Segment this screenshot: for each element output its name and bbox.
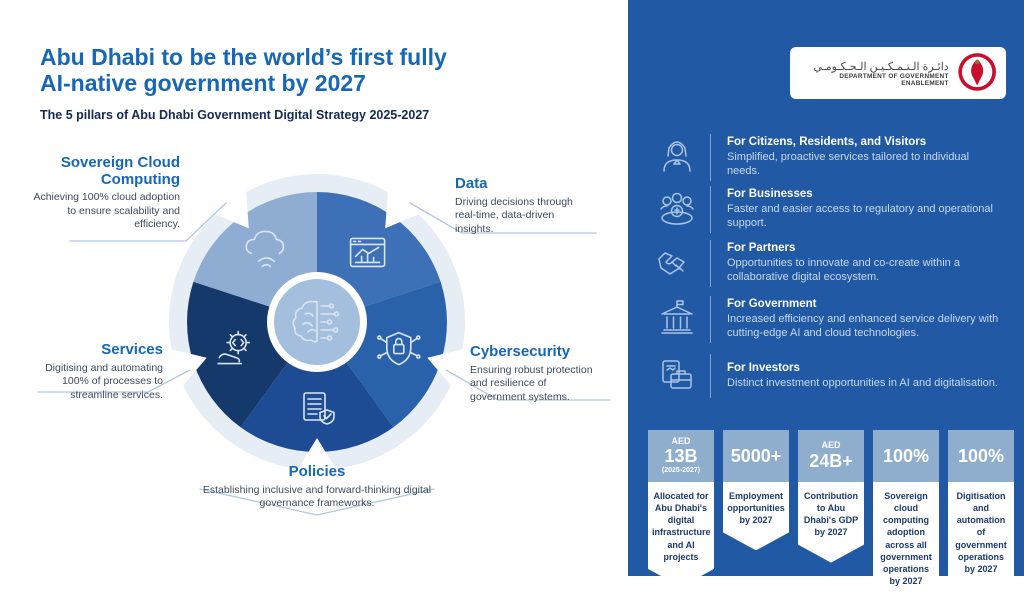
pillar-description: Ensuring robust protection and resilienc…	[470, 363, 593, 403]
cloud-icon	[245, 230, 285, 268]
page-title-line2: AI-native government by 2027	[40, 69, 366, 96]
government-building-icon	[656, 298, 698, 340]
analytics-chart-icon	[349, 237, 386, 268]
right-panel: دائـرة الـتـمـكـيـن الـحـكـومـي DEPARTME…	[628, 0, 1024, 576]
audience-title: For Businesses	[727, 188, 813, 200]
stat-value: 100%	[882, 445, 930, 466]
hand-gear-icon	[217, 330, 250, 365]
audience-title: For Government	[727, 298, 817, 310]
stats-row: AED 13B (2025-2027) Allocated for Abu Dh…	[648, 430, 1014, 611]
audience-text: For Partners Opportunities to innovate a…	[710, 240, 1004, 287]
abu-dhabi-emblem-icon	[958, 53, 996, 91]
pillar-title: Data	[455, 175, 488, 192]
stat-badge-jobs: 5000+ Employment opportunities by 2027	[723, 430, 789, 550]
page-subtitle: The 5 pillars of Abu Dhabi Government Di…	[40, 108, 430, 122]
stat-description: Allocated for Abu Dhabi's digital infras…	[652, 491, 711, 562]
audience-description: Opportunities to innovate and co-create …	[727, 257, 960, 284]
logo-arabic-text: دائـرة الـتـمـكـيـن الـحـكـومـي	[813, 60, 949, 73]
stat-value-block: AED 24B+	[798, 430, 864, 482]
stat-description: Employment opportunities by 2027	[727, 491, 785, 526]
audience-description: Increased efficiency and enhanced servic…	[727, 313, 999, 340]
pillar-label-policies: Policies Establishing inclusive and forw…	[192, 463, 442, 511]
stat-value-block: 100%	[948, 430, 1014, 482]
stat-description: Contribution to Abu Dhabi's GDP by 2027	[803, 491, 859, 538]
stat-suffix: (2025-2027)	[661, 467, 701, 475]
audience-text: For Government Increased efficiency and …	[710, 296, 1004, 343]
business-group-icon	[656, 188, 698, 230]
shield-lock-icon	[376, 331, 421, 366]
stat-value-block: 5000+	[723, 430, 789, 482]
pillar-title: Policies	[288, 463, 346, 480]
stat-value: 24B+	[809, 450, 853, 471]
audience-description: Simplified, proactive services tailored …	[727, 151, 970, 178]
stat-value: 13B	[664, 446, 698, 467]
stat-value-block: AED 13B (2025-2027)	[648, 430, 714, 482]
wheel-center-hub	[267, 272, 367, 372]
pillar-title: Sovereign Cloud Computing	[60, 154, 180, 188]
connector-notch-cloud	[205, 181, 249, 229]
stat-value-block: 100%	[873, 430, 939, 482]
audience-description: Distinct investment opportunities in AI …	[727, 376, 998, 389]
audience-description: Faster and easier access to regulatory a…	[727, 203, 993, 230]
stat-badge-digitisation: 100% Digitisation and automation of gove…	[948, 430, 1014, 599]
logo-text: دائـرة الـتـمـكـيـن الـحـكـومـي DEPARTME…	[796, 60, 949, 87]
citizen-icon	[656, 136, 698, 178]
wedge-policies	[240, 322, 394, 453]
pillar-description: Digitising and automating 100% of proces…	[45, 361, 163, 401]
pillar-label-services: Services Digitising and automating 100% …	[18, 341, 163, 402]
pillar-label-cloud: Sovereign Cloud Computing Achieving 100%…	[28, 154, 180, 232]
audience-title: For Investors	[727, 361, 800, 374]
stat-badge-budget: AED 13B (2025-2027) Allocated for Abu Dh…	[648, 430, 714, 587]
audience-title: For Partners	[727, 242, 796, 254]
stat-value: 100%	[957, 445, 1005, 466]
audience-text: For Citizens, Residents, and Visitors Si…	[710, 134, 1004, 181]
logo-english-text: DEPARTMENT OF GOVERNMENT ENABLEMENT	[839, 72, 949, 87]
department-logo: دائـرة الـتـمـكـيـن الـحـكـومـي DEPARTME…	[790, 47, 1006, 99]
pillar-description: Driving decisions through real-time, dat…	[455, 195, 573, 235]
stat-description: Digitisation and automation of governmen…	[955, 491, 1007, 574]
ai-brain-icon	[292, 300, 340, 343]
pillar-description: Establishing inclusive and forward-think…	[202, 483, 432, 510]
stat-value: 5000+	[730, 445, 782, 466]
briefcase-icon	[656, 355, 698, 397]
stat-badge-cloud-adoption: 100% Sovereign cloud computing adoption …	[873, 430, 939, 611]
audience-row-businesses: For Businesses Faster and easier access …	[656, 186, 1004, 233]
audience-row-government: For Government Increased efficiency and …	[656, 296, 1004, 343]
page-title: Abu Dhabi to be the world’s first fully …	[40, 44, 540, 96]
pillar-wheel-diagram	[160, 174, 474, 479]
audience-row-investors: For Investors Distinct investment opport…	[656, 354, 1004, 398]
stat-prefix: AED	[671, 435, 691, 446]
audience-title: For Citizens, Residents, and Visitors	[727, 136, 927, 148]
pillar-description: Achieving 100% cloud adoption to ensure …	[33, 191, 180, 231]
audience-text: For Businesses Faster and easier access …	[710, 186, 1004, 233]
audience-text: For Investors Distinct investment opport…	[710, 354, 1004, 398]
infographic-page: { "header": { "title_line1": "Abu Dhabi …	[18, 0, 1024, 576]
audience-row-partners: For Partners Opportunities to innovate a…	[656, 240, 1004, 287]
audience-row-citizens: For Citizens, Residents, and Visitors Si…	[656, 134, 1004, 181]
pillar-label-cybersecurity: Cybersecurity Ensuring robust protection…	[470, 343, 600, 404]
stat-description: Sovereign cloud computing adoption acros…	[880, 491, 932, 586]
connector-notch-policies	[292, 438, 342, 479]
pillar-label-data: Data Driving decisions through real-time…	[455, 175, 590, 236]
page-title-line1: Abu Dhabi to be the world’s first fully	[40, 44, 447, 70]
connector-notch-data	[385, 181, 429, 229]
policy-document-icon	[303, 392, 335, 425]
stat-badge-gdp: AED 24B+ Contribution to Abu Dhabi's GDP…	[798, 430, 864, 563]
pillar-title: Services	[101, 341, 163, 358]
stat-prefix: AED	[821, 439, 841, 450]
handshake-icon	[656, 242, 698, 284]
pillar-title: Cybersecurity	[470, 343, 571, 360]
